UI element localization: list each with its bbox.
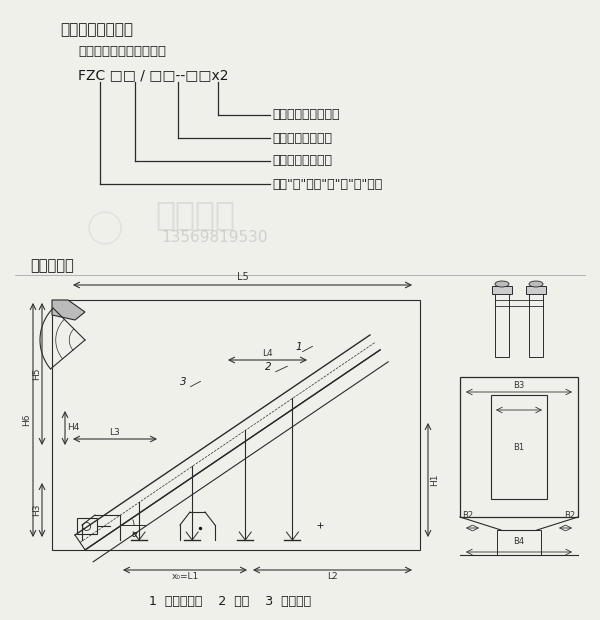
- Text: B3: B3: [514, 381, 524, 389]
- Text: FZC □□ / □□--□□x2: FZC □□ / □□--□□x2: [78, 68, 229, 82]
- Bar: [491, 395, 547, 499]
- Polygon shape: [52, 300, 85, 320]
- Text: 1  振动放矿机    2  侧板    3  扇形闸门: 1 振动放矿机 2 侧板 3 扇形闸门: [149, 595, 311, 608]
- Bar: [497, 530, 541, 555]
- Bar: [460, 377, 578, 517]
- Ellipse shape: [495, 281, 509, 287]
- Text: 振动台面宽度：米: 振动台面宽度：米: [272, 131, 332, 144]
- Text: 振源"附"着式"振"动"放"矿机: 振源"附"着式"振"动"放"矿机: [272, 177, 382, 190]
- Bar: [526, 286, 546, 294]
- Bar: [495, 292, 509, 357]
- Bar: [529, 292, 543, 357]
- Text: 结构形式：: 结构形式：: [30, 258, 74, 273]
- Text: H3: H3: [32, 503, 41, 516]
- Text: 产品型号的含义：: 产品型号的含义：: [60, 22, 133, 37]
- Text: L5: L5: [236, 272, 248, 282]
- Text: B4: B4: [514, 538, 524, 546]
- Bar: [492, 286, 512, 294]
- Text: 双台板重型振动放矿机：: 双台板重型振动放矿机：: [78, 45, 166, 58]
- Text: H6: H6: [22, 414, 31, 427]
- Ellipse shape: [529, 281, 543, 287]
- Text: B1: B1: [514, 443, 524, 451]
- Text: α: α: [132, 530, 138, 539]
- Text: H5: H5: [32, 368, 41, 380]
- Text: 振动电机功率：千瓦: 振动电机功率：千瓦: [272, 108, 340, 122]
- Text: L2: L2: [327, 572, 338, 581]
- Bar: [52, 300, 420, 550]
- Text: B2: B2: [565, 510, 575, 520]
- Text: H4: H4: [67, 423, 79, 433]
- Text: L3: L3: [110, 428, 121, 437]
- Text: B2: B2: [463, 510, 473, 520]
- Text: 1: 1: [295, 342, 302, 352]
- Text: 国盛机械: 国盛机械: [155, 198, 235, 231]
- Text: H1: H1: [430, 474, 439, 486]
- Text: 振动台面长度：米: 振动台面长度：米: [272, 154, 332, 167]
- Bar: [77, 518, 97, 534]
- Text: 2: 2: [265, 362, 272, 372]
- Text: 13569819530: 13569819530: [162, 231, 268, 246]
- Text: x₀=L1: x₀=L1: [172, 572, 199, 581]
- Bar: [495, 300, 543, 306]
- Text: L4: L4: [262, 349, 273, 358]
- Text: 3: 3: [180, 377, 187, 387]
